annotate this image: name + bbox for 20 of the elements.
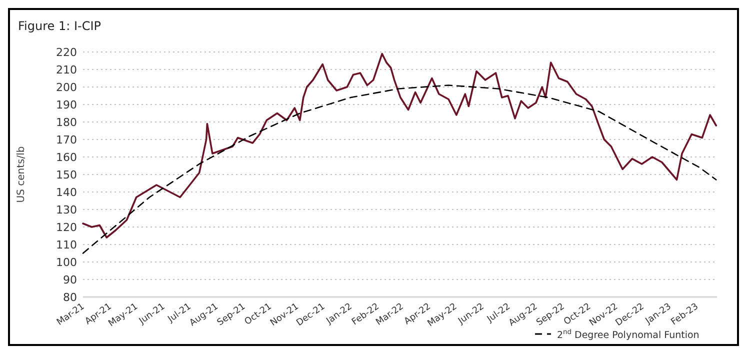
y-tick-label: 100 [56, 256, 77, 269]
y-tick-label: 110 [56, 238, 77, 252]
y-tick-label: 160 [56, 150, 77, 164]
y-tick-label: 120 [56, 220, 77, 234]
y-tick-label: 220 [56, 46, 77, 59]
y-tick-label: 130 [56, 203, 77, 216]
y-tick-label: 170 [56, 133, 77, 146]
y-tick-label: 90 [63, 273, 77, 286]
legend-label: 2$^{nd}$ Degree Polynomal Funtion [557, 328, 700, 341]
y-tick-label: 80 [63, 290, 77, 304]
line-series [82, 52, 718, 238]
y-tick-label: 200 [56, 80, 77, 94]
y-tick-label: 150 [56, 168, 77, 182]
y-tick-label: 180 [56, 116, 77, 129]
y-axis-title: US cents/lb [16, 146, 27, 203]
y-tick-label: 190 [56, 98, 77, 112]
y-tick-label: 210 [56, 63, 77, 76]
chart-title: Figure 1: I-CIP [18, 19, 101, 33]
line-series [82, 84, 717, 254]
y-tick-label: 140 [56, 186, 77, 199]
